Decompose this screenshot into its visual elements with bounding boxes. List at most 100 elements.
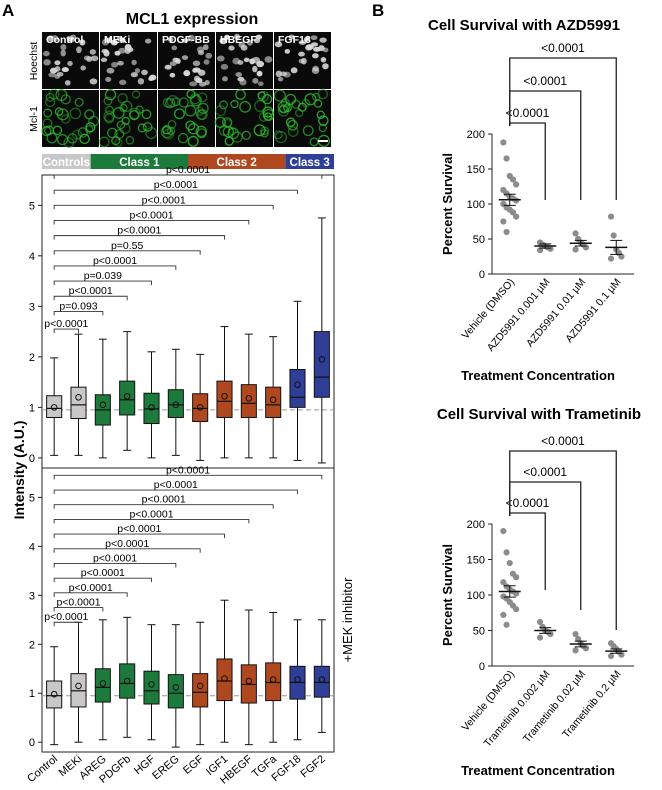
data-point <box>500 218 507 225</box>
p-value-label: p<0.0001 <box>142 194 186 206</box>
comparison-bracket <box>509 57 617 200</box>
y-tick-label: 1 <box>29 402 35 414</box>
nucleus-mark <box>298 58 304 64</box>
p-value-label: p<0.0001 <box>44 318 88 330</box>
p-value-label: p<0.0001 <box>117 225 161 237</box>
comparison-bracket <box>53 189 298 195</box>
y-tick-label: 4 <box>29 251 35 263</box>
mcl1-cell-mark <box>174 108 185 120</box>
mcl1-cell-mark <box>131 90 141 99</box>
box-control <box>46 395 63 418</box>
y-tick-label: 5 <box>29 492 35 504</box>
panel-a-title: MCL1 expression <box>126 11 258 28</box>
nucleus-mark <box>80 65 86 71</box>
box-plot-top: 0 1 2 3 4 5 p<0.0001 p=0.093 p<0.0001 p=0.039 p<0.… <box>29 164 335 469</box>
y-tick-label: 100 <box>467 199 485 211</box>
mcl1-cell-mark <box>195 125 208 138</box>
class-bar-segment <box>285 154 334 169</box>
mcl1-cell-mark <box>235 89 246 100</box>
image-column-label: HBEGF <box>220 34 257 46</box>
p-value-label: p<0.0001 <box>69 582 113 594</box>
nucleus-mark <box>130 72 138 78</box>
nucleus-mark <box>124 48 131 54</box>
y-axis-label: Percent Survival <box>440 153 455 255</box>
mcl1-cell-mark <box>84 125 94 134</box>
image-column-label: Control <box>46 34 83 46</box>
nucleus-mark <box>106 67 115 74</box>
nucleus-mark <box>303 36 310 42</box>
nucleus-mark <box>219 37 228 45</box>
y-tick-label: 100 <box>467 590 485 602</box>
p-value-label: p<0.0001 <box>166 164 210 176</box>
data-point <box>607 652 615 660</box>
nucleus-mark <box>60 44 67 51</box>
p-value-label: <0.0001 <box>506 106 550 120</box>
nucleus-mark <box>181 38 189 43</box>
mcl1-cell-mark <box>45 92 55 102</box>
comparison-bracket <box>53 504 274 509</box>
nucleus-mark <box>100 57 108 63</box>
mcl1-cell-mark <box>43 125 55 136</box>
nucleus-mark <box>238 41 245 48</box>
mcl1-cell-mark <box>104 113 115 124</box>
mcl1-cell-mark <box>262 94 273 105</box>
mcl1-cell-mark <box>215 105 227 117</box>
data-point <box>582 645 590 652</box>
mcl1-cell-mark <box>302 125 314 137</box>
comparison-bracket <box>53 592 128 597</box>
box-pdgfb <box>119 380 136 416</box>
nucleus-mark <box>203 59 210 65</box>
mcl1-cell-mark <box>223 118 232 128</box>
nucleus-mark <box>320 56 327 63</box>
mcl1-cell-mark <box>111 135 121 146</box>
nucleus-mark <box>193 68 202 73</box>
box-meki <box>70 386 87 419</box>
comparison-bracket <box>509 450 617 630</box>
panel-b-label: B <box>372 1 384 20</box>
nucleus-mark <box>243 57 250 63</box>
scale-bar <box>318 140 328 142</box>
nucleus-mark <box>64 80 71 86</box>
mcl1-cell-mark <box>317 88 328 100</box>
nucleus-mark <box>216 55 225 62</box>
data-point <box>503 155 510 162</box>
data-point <box>618 651 625 658</box>
mcl1-cell-mark <box>196 109 208 121</box>
class-bar-segment <box>188 154 286 169</box>
nucleus-mark <box>192 60 201 67</box>
mcl1-cell-mark <box>263 112 273 121</box>
mcl1-cell-mark <box>219 100 228 110</box>
box-mean <box>294 381 301 388</box>
panel-a-label: A <box>2 1 14 20</box>
data-point <box>500 579 507 586</box>
image-row-label: Hoechst <box>28 42 40 81</box>
p-value-label: <0.0001 <box>523 74 567 88</box>
comparison-bracket <box>53 533 225 539</box>
nucleus-mark <box>237 76 245 82</box>
box-areg <box>94 668 111 703</box>
nucleus-mark <box>111 61 119 68</box>
comparison-bracket <box>53 250 201 255</box>
nucleus-mark <box>49 67 58 74</box>
nucleus-mark <box>237 60 244 65</box>
comparison-bracket <box>53 577 152 583</box>
mcl1-cell-mark <box>239 100 252 113</box>
p-value-label: p<0.0001 <box>93 552 137 564</box>
box-mean <box>148 404 155 411</box>
y-tick-label: 0 <box>29 737 35 749</box>
y-tick-label: 2 <box>29 639 35 651</box>
class-bar-label: Class 2 <box>217 157 257 169</box>
mcl1-cell-mark <box>197 102 209 114</box>
mcl1-cell-mark <box>116 120 126 130</box>
p-value-label: p<0.0001 <box>129 508 173 520</box>
box-mean <box>269 676 277 683</box>
data-point <box>572 246 579 253</box>
mcl1-cell-mark <box>79 133 90 145</box>
comparison-bracket <box>53 563 177 568</box>
nucleus-mark <box>141 69 148 76</box>
mcl1-cell-mark <box>135 105 144 114</box>
data-point <box>607 213 615 220</box>
data-point <box>607 255 615 262</box>
mcl1-cell-mark <box>316 110 325 120</box>
box-control <box>46 680 63 709</box>
